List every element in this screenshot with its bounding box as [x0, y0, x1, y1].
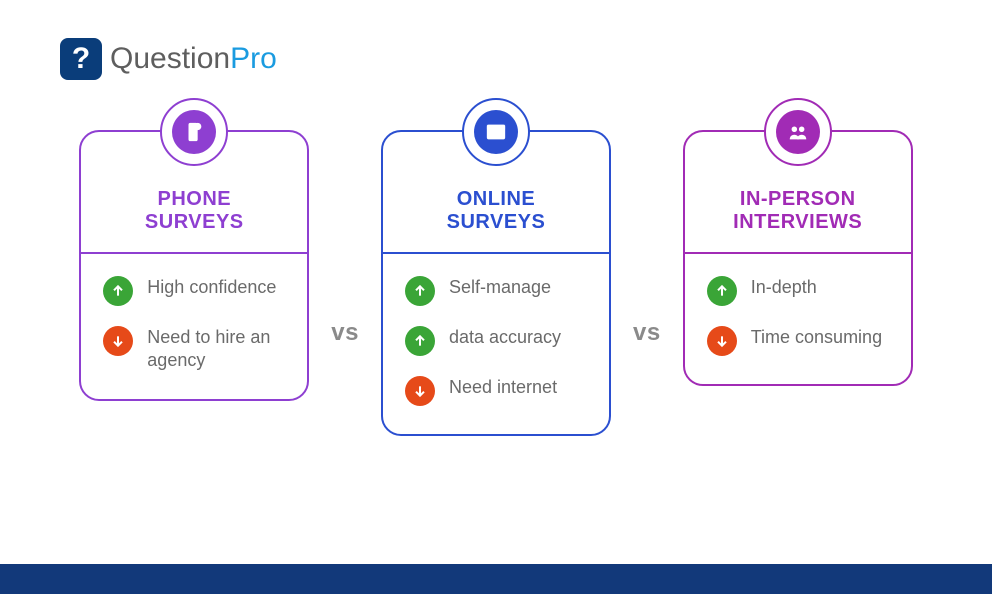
browser-survey-icon: [474, 110, 518, 154]
card-point: Need to hire an agency: [103, 326, 285, 371]
logo-text: QuestionPro: [110, 42, 277, 76]
card-inperson: IN-PERSONINTERVIEWS In-depth Time consumin…: [683, 130, 913, 386]
card-point: High confidence: [103, 276, 285, 306]
arrow-up-icon: [103, 276, 133, 306]
cards-row: PHONESURVEYS High confidence Need to hire …: [0, 130, 992, 436]
arrow-down-icon: [405, 376, 435, 406]
card-online: ONLINESURVEYS Self-manage data accuracy Nee…: [381, 130, 611, 436]
card-divider: [685, 252, 911, 254]
arrow-down-icon: [103, 326, 133, 356]
card-point: data accuracy: [405, 326, 587, 356]
card-point-text: data accuracy: [449, 326, 561, 349]
card-point-text: Time consuming: [751, 326, 882, 349]
card-point-text: Need to hire an agency: [147, 326, 285, 371]
card-title: IN-PERSONINTERVIEWS: [707, 188, 889, 234]
arrow-down-icon: [707, 326, 737, 356]
vs-label: vs: [633, 319, 661, 347]
phone-survey-icon: [172, 110, 216, 154]
card-point-text: High confidence: [147, 276, 276, 299]
arrow-up-icon: [707, 276, 737, 306]
card-points: High confidence Need to hire an agency: [103, 276, 285, 371]
card-point: Self-manage: [405, 276, 587, 306]
card-point: Time consuming: [707, 326, 889, 356]
interview-icon: [776, 110, 820, 154]
card-point-text: Self-manage: [449, 276, 551, 299]
card-phone: PHONESURVEYS High confidence Need to hire …: [79, 130, 309, 401]
card-icon-circle: [160, 98, 228, 166]
card-points: Self-manage data accuracy Need internet: [405, 276, 587, 406]
footer-bar: [0, 564, 992, 594]
card-point-text: In-depth: [751, 276, 817, 299]
card-point: Need internet: [405, 376, 587, 406]
card-points: In-depth Time consuming: [707, 276, 889, 356]
card-icon-circle: [462, 98, 530, 166]
vs-label: vs: [331, 319, 359, 347]
card-icon-circle: [764, 98, 832, 166]
card-point-text: Need internet: [449, 376, 557, 399]
logo: ? QuestionPro: [60, 38, 277, 80]
card-title: ONLINESURVEYS: [405, 188, 587, 234]
arrow-up-icon: [405, 326, 435, 356]
arrow-up-icon: [405, 276, 435, 306]
card-divider: [81, 252, 307, 254]
logo-mark: ?: [60, 38, 102, 80]
logo-text-accent: Pro: [230, 42, 277, 75]
card-title: PHONESURVEYS: [103, 188, 285, 234]
card-point: In-depth: [707, 276, 889, 306]
card-divider: [383, 252, 609, 254]
logo-text-main: Question: [110, 42, 230, 75]
